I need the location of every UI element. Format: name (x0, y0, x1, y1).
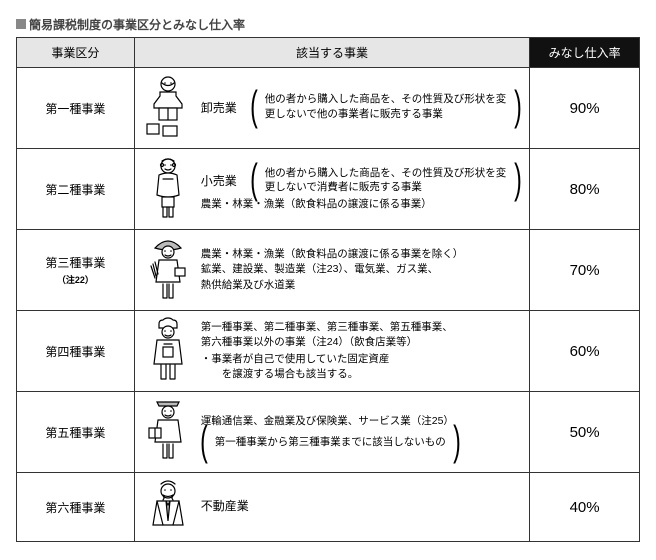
table-header-row: 事業区分 該当する事業 みなし仕入率 (17, 38, 640, 68)
rate-cell: 90% (530, 68, 640, 149)
biz-label: 不動産業 (201, 498, 521, 515)
table-row: 第四種事業 (17, 311, 640, 392)
person-icon (143, 236, 193, 304)
category-cell: 第三種事業 （注22） (17, 230, 135, 311)
rate-cell: 80% (530, 149, 640, 230)
business-cell: 運輸通信業、金融業及び保険業、サービス業（注25） 第一種事業から第三種事業まで… (134, 392, 529, 473)
category-cell: 第六種事業 (17, 473, 135, 542)
category-cell: 第五種事業 (17, 392, 135, 473)
business-cell: 小売業 他の者から購入した商品を、その性質及び形状を変更しないで消費者に販売する… (134, 149, 529, 230)
biz-extra: 農業・林業・漁業（飲食料品の譲渡に係る事業） (201, 197, 521, 212)
biz-bullet: ・事業者が自己で使用していた固定資産 を譲渡する場合も該当する。 (201, 352, 521, 382)
rate-cell: 40% (530, 473, 640, 542)
rate-cell: 60% (530, 311, 640, 392)
biz-paren: 第一種事業から第三種事業までに該当しないもの (201, 435, 460, 450)
category-label: 第三種事業 (45, 256, 105, 270)
biz-body: 農業・林業・漁業（飲食料品の譲渡に係る事業を除く） 鉱業、建設業、製造業（注23… (201, 247, 521, 293)
table-row: 第五種事業 (17, 392, 640, 473)
category-cell: 第四種事業 (17, 311, 135, 392)
person-icon (143, 155, 193, 223)
person-icon (143, 74, 193, 142)
person-icon (143, 317, 193, 385)
table-row: 第一種事業 (17, 68, 640, 149)
business-cell: 農業・林業・漁業（飲食料品の譲渡に係る事業を除く） 鉱業、建設業、製造業（注23… (134, 230, 529, 311)
table-row: 第三種事業 （注22） (17, 230, 640, 311)
biz-paren: 他の者から購入した商品を、その性質及び形状を変更しないで他の事業者に販売する事業 (251, 92, 521, 121)
category-note: （注22） (18, 273, 133, 286)
table-row: 第六種事業 (17, 473, 640, 542)
biz-paren: 他の者から購入した商品を、その性質及び形状を変更しないで消費者に販売する事業 (251, 166, 521, 195)
biz-body: 運輸通信業、金融業及び保険業、サービス業（注25） (201, 414, 521, 429)
th-category: 事業区分 (17, 38, 135, 68)
category-cell: 第一種事業 (17, 68, 135, 149)
rate-cell: 50% (530, 392, 640, 473)
title-text: 簡易課税制度の事業区分とみなし仕入率 (29, 18, 245, 32)
category-label: 第二種事業 (45, 183, 105, 197)
category-label: 第一種事業 (45, 102, 105, 116)
rate-table: 事業区分 該当する事業 みなし仕入率 第一種事業 (16, 37, 640, 542)
person-icon (143, 398, 193, 466)
th-rate: みなし仕入率 (530, 38, 640, 68)
biz-label: 小売業 (201, 172, 251, 189)
rate-cell: 70% (530, 230, 640, 311)
person-icon (143, 479, 193, 535)
category-label: 第四種事業 (45, 345, 105, 359)
business-cell: 第一種事業、第二種事業、第三種事業、第五種事業、 第六種事業以外の事業（注24）… (134, 311, 529, 392)
business-cell: 不動産業 (134, 473, 529, 542)
category-cell: 第二種事業 (17, 149, 135, 230)
table-row: 第二種事業 (17, 149, 640, 230)
business-cell: 卸売業 他の者から購入した商品を、その性質及び形状を変更しないで他の事業者に販売… (134, 68, 529, 149)
category-label: 第六種事業 (45, 501, 105, 515)
category-label: 第五種事業 (45, 426, 105, 440)
page-title: 簡易課税制度の事業区分とみなし仕入率 (16, 16, 640, 33)
biz-body: 第一種事業、第二種事業、第三種事業、第五種事業、 第六種事業以外の事業（注24）… (201, 320, 521, 350)
biz-label: 卸売業 (201, 99, 251, 116)
th-business: 該当する事業 (134, 38, 529, 68)
